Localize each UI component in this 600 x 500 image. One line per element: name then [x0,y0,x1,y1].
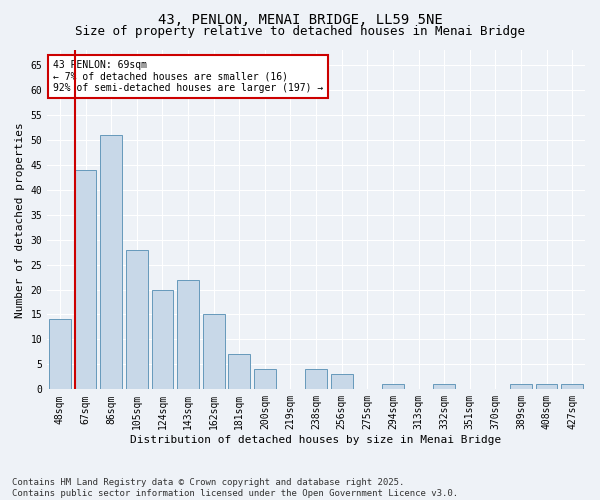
Bar [536,384,557,390]
Bar [229,354,250,390]
Bar [254,370,276,390]
Bar [100,135,122,390]
Text: Contains HM Land Registry data © Crown copyright and database right 2025.
Contai: Contains HM Land Registry data © Crown c… [12,478,458,498]
Bar [152,290,173,390]
Y-axis label: Number of detached properties: Number of detached properties [15,122,25,318]
Text: 43 PENLON: 69sqm
← 7% of detached houses are smaller (16)
92% of semi-detached h: 43 PENLON: 69sqm ← 7% of detached houses… [53,60,323,94]
Text: Size of property relative to detached houses in Menai Bridge: Size of property relative to detached ho… [75,25,525,38]
Bar [433,384,455,390]
Bar [305,370,327,390]
Bar [74,170,97,390]
Bar [510,384,532,390]
Bar [331,374,353,390]
Bar [203,314,224,390]
Bar [126,250,148,390]
Text: 43, PENLON, MENAI BRIDGE, LL59 5NE: 43, PENLON, MENAI BRIDGE, LL59 5NE [158,12,442,26]
Bar [177,280,199,390]
Bar [49,320,71,390]
Bar [382,384,404,390]
Bar [562,384,583,390]
X-axis label: Distribution of detached houses by size in Menai Bridge: Distribution of detached houses by size … [130,435,502,445]
